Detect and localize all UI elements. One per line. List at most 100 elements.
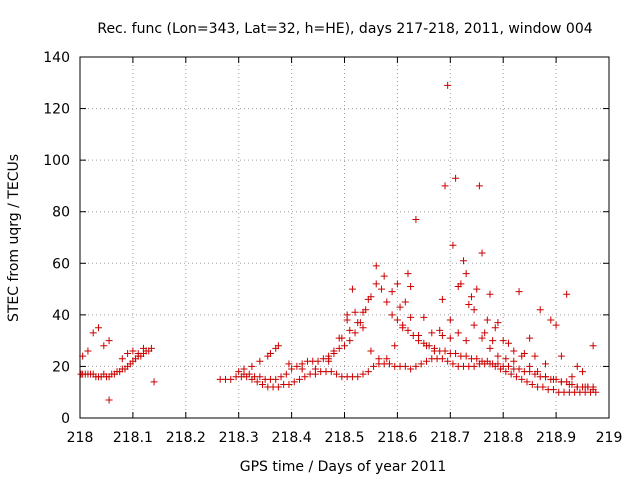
data-point [404,270,412,278]
data-point [89,329,97,337]
data-point [396,303,404,311]
data-point [346,337,354,345]
data-point [380,272,388,280]
data-point [364,295,372,303]
data-point [526,362,534,370]
data-point [526,334,534,342]
data-point [272,375,280,383]
data-point [293,362,301,370]
data-point [449,360,457,368]
data-point [499,337,507,345]
data-point [422,357,430,365]
data-point [441,182,449,190]
chart-title: Rec. func (Lon=343, Lat=32, h=HE), days … [97,21,592,37]
y-tick-label: 120 [43,102,70,118]
data-point [335,344,343,352]
data-point [528,380,536,388]
y-tick-label: 20 [52,359,70,375]
data-point [285,360,293,368]
data-point [354,373,362,381]
data-point [364,368,372,376]
data-point [523,378,531,386]
data-point [446,316,454,324]
data-point [465,301,473,309]
data-point [253,378,261,386]
grid [80,57,609,418]
x-tick-label: 218.3 [219,430,259,446]
data-point [256,357,264,365]
data-point [415,331,423,339]
x-tick-label: 218.8 [483,430,523,446]
data-point [124,350,132,358]
data-point [510,357,518,365]
data-point [475,182,483,190]
data-point [462,270,470,278]
data-point [359,308,367,316]
data-point [489,337,497,345]
y-tick-label: 0 [61,411,70,427]
data-point [351,329,359,337]
x-tick-label: 218.1 [113,430,153,446]
data-point [422,342,430,350]
data-point [438,331,446,339]
data-point [290,378,298,386]
data-point [549,386,557,394]
data-point [473,285,481,293]
data-point [412,215,420,223]
data-point [338,334,346,342]
data-point [438,295,446,303]
data-point [95,324,103,332]
data-point [483,316,491,324]
x-tick-label: 218.9 [536,430,576,446]
data-point [227,375,235,383]
data-point [351,308,359,316]
data-point [504,362,512,370]
y-axis-title: STEC from uqrg / TECUs [6,154,22,322]
data-point [296,375,304,383]
data-point [457,280,465,288]
data-point [507,370,515,378]
data-point [494,319,502,327]
x-tick-label: 219 [596,430,623,446]
data-point [568,373,576,381]
data-point [147,344,155,352]
data-point [245,370,253,378]
data-point [79,352,87,360]
data-point [589,342,597,350]
data-point [444,357,452,365]
data-point [579,368,587,376]
y-tick-label: 40 [52,308,70,324]
data-point [446,334,454,342]
data-point [494,360,502,368]
data-point [573,362,581,370]
data-point [129,347,137,355]
data-point [399,324,407,332]
data-point [557,352,565,360]
data-point [478,334,486,342]
x-tick-label: 218.6 [377,430,417,446]
data-point [542,373,550,381]
data-point [441,347,449,355]
x-axis-title: GPS time / Days of year 2011 [240,459,447,475]
data-point [375,355,383,363]
data-point [341,342,348,350]
data-point [330,347,338,355]
data-point [150,378,158,386]
data-point [452,174,460,182]
axis-ticks: 218 218.1 218.2 218.3 218.4 218.5 218.6 218.7 21… [43,50,622,446]
data-point [378,285,386,293]
data-points [77,81,600,404]
data-point [542,360,550,368]
data-point [301,373,309,381]
data-point [454,329,462,337]
data-point [502,355,510,363]
y-tick-label: 140 [43,50,70,66]
data-point [393,280,401,288]
data-point [285,380,293,388]
data-point [417,360,425,368]
data-point [563,290,571,298]
data-point [84,347,92,355]
data-point [266,350,274,358]
data-point [401,362,409,370]
